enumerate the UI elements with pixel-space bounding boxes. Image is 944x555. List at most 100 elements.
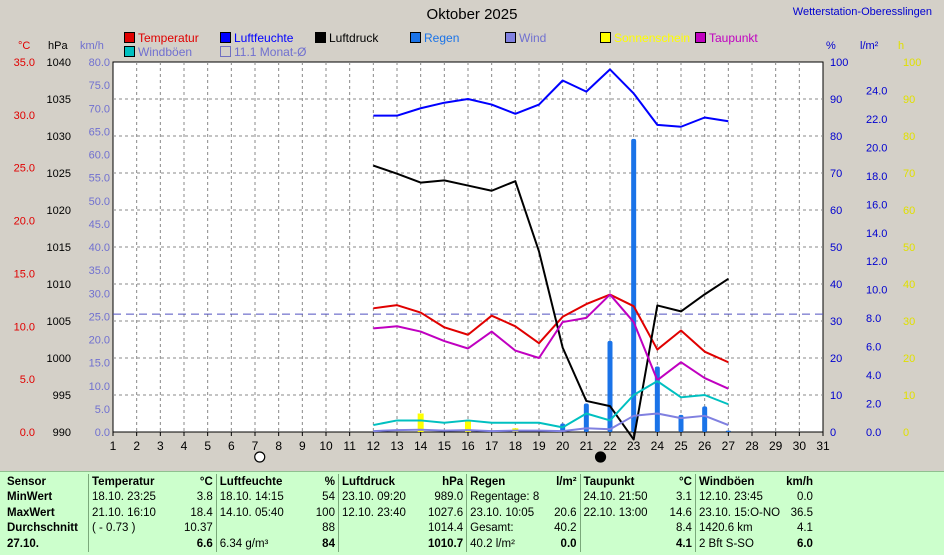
statistics-panel: Sensor Temperatur °C Luftfeuchte % Luftd… <box>0 471 944 555</box>
hum-value: 100 <box>312 505 339 521</box>
station-name: Wetterstation-Oberesslingen <box>792 6 932 18</box>
y-tick-label-sun: 100 <box>903 57 921 69</box>
y-tick-label-press: 995 <box>53 390 71 402</box>
x-tick-label: 23 <box>627 439 641 453</box>
legend-swatch <box>600 32 611 43</box>
series-line-luftdruck <box>373 164 729 441</box>
legend-item-taupunkt: Taupunkt <box>695 31 758 45</box>
rain-time: Regentage: 8 <box>470 491 540 504</box>
header-hum: Luftfeuchte <box>219 475 283 488</box>
y-tick-label-press: 1020 <box>47 205 71 217</box>
y-tick-label-rain: 4.0 <box>866 370 881 382</box>
row-label: MinWert <box>4 489 89 505</box>
x-tick-label: 17 <box>485 439 499 453</box>
new-moon-icon <box>594 451 607 463</box>
legend-swatch <box>695 32 706 43</box>
y-tick-label-pct: 0 <box>830 427 836 439</box>
x-tick-label: 21 <box>580 439 594 453</box>
x-tick-label: 7 <box>252 439 259 453</box>
x-tick-label: 3 <box>157 439 164 453</box>
x-tick-label: 25 <box>674 439 688 453</box>
legend-label: Regen <box>424 31 460 45</box>
y-tick-label-pct: 90 <box>830 94 842 106</box>
x-tick-label: 13 <box>390 439 404 453</box>
header-dew-unit: °C <box>666 474 696 490</box>
press-value: 989.0 <box>424 489 468 505</box>
x-tick-label: 10 <box>319 439 333 453</box>
stats-row-current: 27.10. 6.6 6.34 g/m³ 84 1010.7 40.2 l/m²… <box>4 536 816 552</box>
series-line-wind <box>373 412 729 433</box>
y-tick-label-press: 1030 <box>47 131 71 143</box>
y-tick-label-pct: 30 <box>830 316 842 328</box>
series-line-taupunkt <box>373 293 729 390</box>
y-tick-label-pct: 80 <box>830 131 842 143</box>
rain-time: Gesamt: <box>470 522 514 535</box>
header-temp-unit: °C <box>181 474 217 490</box>
press-time <box>338 521 425 537</box>
y-tick-label-sun: 50 <box>903 242 915 254</box>
y-tick-label-kmh: 60.0 <box>89 150 110 162</box>
stats-row: MaxWert 21.10. 16:10 18.4 14.10. 05:40 1… <box>4 505 816 521</box>
y-tick-label-temp: 20.0 <box>14 216 35 228</box>
gust-time: 1420.6 km <box>698 522 753 535</box>
x-tick-label: 29 <box>769 439 783 453</box>
dew-value: 3.1 <box>666 489 696 505</box>
header-sensor: Sensor <box>4 474 89 490</box>
y-tick-label-press: 1010 <box>47 279 71 291</box>
y-tick-label-temp: 15.0 <box>14 268 35 280</box>
y-tick-label-kmh: 15.0 <box>89 358 110 370</box>
hum-time <box>216 521 313 537</box>
y-tick-label-rain: 6.0 <box>866 342 881 354</box>
hum-time: 18.10. 14:15 <box>219 491 284 504</box>
stats-header-row: Sensor Temperatur °C Luftfeuchte % Luftd… <box>4 474 816 490</box>
rain-value: 0.0 <box>551 536 581 552</box>
y-tick-label-temp: 30.0 <box>14 110 35 122</box>
rain-bar <box>702 406 708 432</box>
y-tick-label-sun: 30 <box>903 316 915 328</box>
press-time <box>338 536 425 552</box>
temp-time: 18.10. 23:25 <box>92 491 156 504</box>
legend-swatch <box>124 46 135 57</box>
x-tick-label: 27 <box>722 439 736 453</box>
y-tick-label-rain: 10.0 <box>866 285 887 297</box>
temp-time: 21.10. 16:10 <box>92 506 156 519</box>
y-tick-label-press: 1025 <box>47 168 71 180</box>
row-label: 27.10. <box>4 536 89 552</box>
x-tick-label: 12 <box>367 439 381 453</box>
y-tick-label-rain: 12.0 <box>866 256 887 268</box>
y-tick-label-pct: 60 <box>830 205 842 217</box>
rain-bar <box>631 138 637 432</box>
legend-item-sonnenschein: Sonnenschein <box>600 31 690 45</box>
legend-label: Temperatur <box>138 31 199 45</box>
legend-label: Taupunkt <box>709 31 758 45</box>
dew-value: 8.4 <box>666 520 696 536</box>
y-tick-label-sun: 90 <box>903 94 915 106</box>
y-tick-label-rain: 22.0 <box>866 114 887 126</box>
legend-label: 11.1 Monat-Ø <box>234 45 307 59</box>
y-tick-label-pct: 50 <box>830 242 842 254</box>
axis-header-kmh: km/h <box>80 40 104 52</box>
row-label: Durchschnitt <box>4 520 89 536</box>
x-tick-label: 22 <box>603 439 617 453</box>
y-tick-label-kmh: 10.0 <box>89 381 110 393</box>
y-tick-label-temp: 5.0 <box>20 374 35 386</box>
hum-value: 88 <box>312 520 339 536</box>
y-tick-label-press: 1015 <box>47 242 71 254</box>
x-tick-label: 18 <box>509 439 523 453</box>
y-tick-label-kmh: 30.0 <box>89 288 110 300</box>
dew-time: 24.10. 21:50 <box>583 491 648 504</box>
y-tick-label-rain: 14.0 <box>866 228 887 240</box>
y-tick-label-pct: 40 <box>830 279 842 291</box>
y-tick-label-rain: 8.0 <box>866 313 881 325</box>
axis-header-temp: °C <box>18 40 31 52</box>
hum-time: 6.34 g/m³ <box>219 537 269 550</box>
legend-item-regen: Regen <box>410 31 459 45</box>
x-tick-label: 16 <box>461 439 475 453</box>
y-tick-label-press: 990 <box>53 427 71 439</box>
rain-value: 40.2 <box>551 520 581 536</box>
x-tick-label: 8 <box>275 439 282 453</box>
legend-label: Luftdruck <box>329 31 379 45</box>
x-tick-label: 11 <box>343 439 356 453</box>
dew-time: 22.10. 13:00 <box>583 506 648 519</box>
y-tick-label-kmh: 80.0 <box>89 57 110 69</box>
